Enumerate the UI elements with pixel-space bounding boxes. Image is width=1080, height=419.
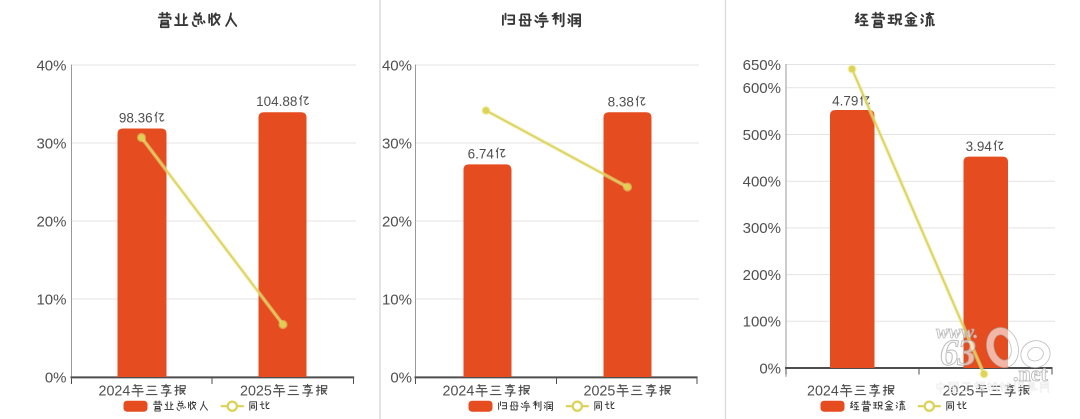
svg-text:30%: 30% xyxy=(36,135,66,152)
svg-text:2025: 2025 xyxy=(584,384,616,400)
svg-text:2024: 2024 xyxy=(443,384,475,400)
svg-text:3.94: 3.94 xyxy=(966,139,993,154)
svg-text:8.38: 8.38 xyxy=(608,95,634,110)
svg-text:0%: 0% xyxy=(45,369,67,386)
svg-text:104.88: 104.88 xyxy=(256,94,297,109)
svg-text:63: 63 xyxy=(940,333,976,374)
svg-text:4.79: 4.79 xyxy=(832,94,858,109)
svg-text:2024: 2024 xyxy=(99,384,131,400)
svg-text:30%: 30% xyxy=(382,135,412,152)
svg-text:0%: 0% xyxy=(390,369,412,386)
svg-text:98.36: 98.36 xyxy=(119,111,153,126)
svg-text:650%: 650% xyxy=(743,57,781,74)
svg-text:10%: 10% xyxy=(36,291,66,308)
svg-text:10%: 10% xyxy=(382,291,412,308)
svg-text:600%: 600% xyxy=(743,80,781,97)
svg-text:0%: 0% xyxy=(759,360,781,377)
svg-text:300%: 300% xyxy=(743,220,781,237)
svg-text:20%: 20% xyxy=(382,213,412,230)
svg-text:40%: 40% xyxy=(382,57,412,74)
svg-text:200%: 200% xyxy=(743,267,781,284)
svg-text:2024: 2024 xyxy=(807,384,839,400)
svg-text:400%: 400% xyxy=(743,174,781,191)
svg-text:40%: 40% xyxy=(36,57,66,74)
svg-text:2025: 2025 xyxy=(240,384,272,400)
svg-text:100%: 100% xyxy=(743,314,781,331)
svg-text:500%: 500% xyxy=(743,127,781,144)
svg-text:www.: www. xyxy=(936,322,978,343)
svg-text:6.74: 6.74 xyxy=(468,146,495,161)
svg-text:20%: 20% xyxy=(36,213,66,230)
